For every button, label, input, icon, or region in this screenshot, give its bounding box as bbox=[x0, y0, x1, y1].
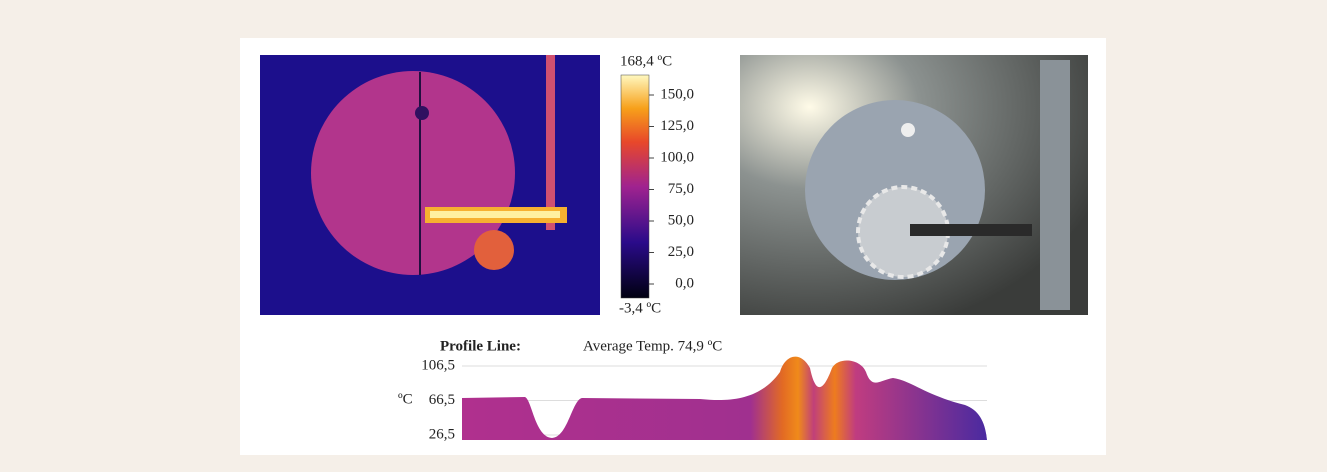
thermal-image bbox=[260, 55, 600, 315]
photo bbox=[740, 55, 1088, 315]
colorbar-min: -3,4 ºC bbox=[619, 300, 661, 316]
colorbar bbox=[621, 75, 649, 298]
colorbar-tick-label: 75,0 bbox=[668, 181, 694, 197]
figure: 168,4 ºC -3,4 ºC 150,0 125,0 100,0 75,0 50,0… bbox=[0, 0, 1327, 472]
page: 168,4 ºC -3,4 ºC 150,0 125,0 100,0 75,0 50,0… bbox=[0, 0, 1327, 472]
profile-tick-label: 26,5 bbox=[429, 426, 455, 442]
colorbar-tick-label: 125,0 bbox=[660, 118, 694, 134]
colorbar-tick-label: 150,0 bbox=[660, 86, 694, 102]
colorbar-max: 168,4 ºC bbox=[620, 53, 672, 69]
profile-unit: ºC bbox=[398, 391, 413, 407]
colorbar-tick-label: 50,0 bbox=[668, 212, 694, 228]
colorbar-tick-label: 0,0 bbox=[675, 275, 694, 291]
profile-title: Profile Line: bbox=[440, 338, 521, 354]
colorbar-tick-label: 100,0 bbox=[660, 149, 694, 165]
colorbar-tick-label: 25,0 bbox=[668, 244, 694, 260]
profile-tick-label: 66,5 bbox=[429, 392, 455, 408]
profile-tick-label: 106,5 bbox=[421, 357, 455, 373]
profile-average: Average Temp. 74,9 ºC bbox=[583, 338, 722, 354]
